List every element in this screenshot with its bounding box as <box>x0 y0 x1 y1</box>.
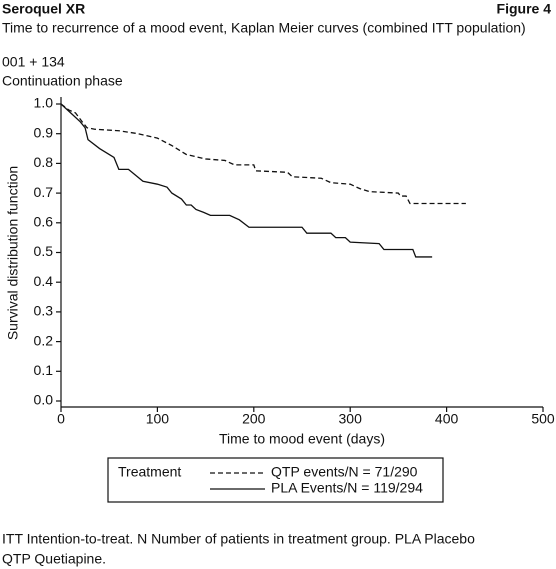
y-tick-label: 0.7 <box>34 184 54 200</box>
x-tick-label: 400 <box>435 411 459 427</box>
phase-label: Continuation phase <box>2 73 123 89</box>
y-tick-label: 0.2 <box>34 332 54 348</box>
y-tick-label: 0.8 <box>34 154 54 170</box>
x-tick-label: 0 <box>57 411 65 427</box>
legend-label: PLA Events/N = 119/294 <box>271 480 423 496</box>
y-axis-label: Survival distribution function <box>5 166 21 340</box>
y-tick-label: 0.1 <box>34 362 54 378</box>
y-tick-label: 0.9 <box>34 124 54 140</box>
survival-curve <box>60 103 433 258</box>
x-tick-label: 500 <box>531 411 555 427</box>
study-label: 001 + 134 <box>2 54 65 70</box>
legend-title: Treatment <box>118 464 181 480</box>
footnote: QTP Quetiapine. <box>2 551 106 567</box>
chart-title: Seroquel XR <box>2 1 85 17</box>
y-tick-label: 1.0 <box>34 95 54 111</box>
y-tick-label: 0.3 <box>34 303 54 319</box>
y-tick-label: 0.6 <box>34 214 54 230</box>
y-tick-label: 0.0 <box>34 392 54 408</box>
survival-curve <box>60 103 466 205</box>
footnote: ITT Intention-to-treat. N Number of pati… <box>2 531 475 547</box>
y-tick-label: 0.5 <box>34 243 54 259</box>
figure-label: Figure 4 <box>497 1 552 17</box>
x-tick-label: 200 <box>242 411 266 427</box>
y-tick-label: 0.4 <box>34 273 54 289</box>
x-tick-label: 100 <box>146 411 170 427</box>
x-tick-label: 300 <box>339 411 363 427</box>
legend-label: QTP events/N = 71/290 <box>271 464 418 480</box>
legend-box <box>107 457 444 503</box>
x-axis-label: Time to mood event (days) <box>219 431 385 447</box>
chart-subtitle: Time to recurrence of a mood event, Kapl… <box>2 20 526 36</box>
